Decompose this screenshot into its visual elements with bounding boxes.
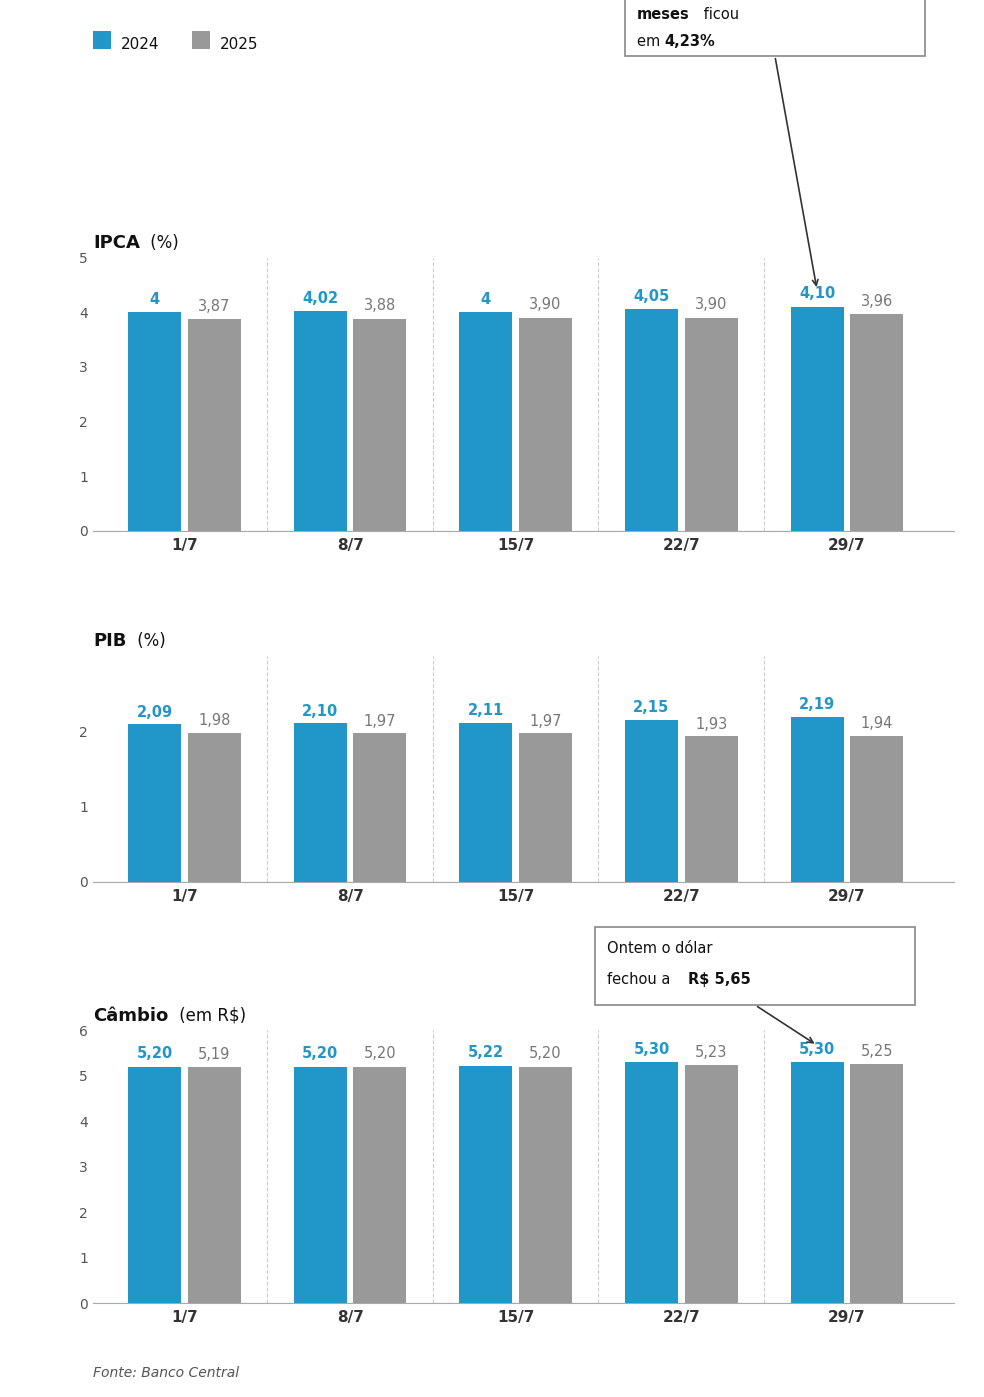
Text: 5,30: 5,30 [799, 1042, 835, 1056]
Text: Câmbio: Câmbio [93, 1007, 168, 1024]
Text: (em R$): (em R$) [173, 1007, 246, 1024]
Text: em: em [637, 34, 664, 49]
Text: ficou: ficou [699, 7, 739, 22]
Bar [850, 1065, 903, 1303]
Text: 1,93: 1,93 [695, 717, 727, 732]
Text: 2024: 2024 [121, 36, 159, 52]
Bar [850, 736, 903, 882]
Bar [625, 719, 678, 882]
Text: 1,98: 1,98 [198, 712, 230, 728]
Text: 1,97: 1,97 [529, 714, 562, 729]
Text: 5,20: 5,20 [137, 1046, 173, 1062]
Text: 5,30: 5,30 [634, 1042, 669, 1056]
Text: 4,10: 4,10 [799, 286, 835, 302]
Text: 3,87: 3,87 [198, 299, 230, 314]
Text: 5,20: 5,20 [529, 1046, 562, 1062]
Text: 5,20: 5,20 [302, 1046, 338, 1062]
Bar [685, 317, 738, 531]
Text: Ontem o dólar: Ontem o dólar [607, 940, 712, 956]
Text: (%): (%) [132, 631, 165, 650]
Bar [790, 1062, 843, 1303]
Bar [625, 1062, 678, 1303]
Text: 2,10: 2,10 [302, 704, 338, 719]
Text: 5,25: 5,25 [860, 1044, 892, 1059]
Text: 5,19: 5,19 [198, 1046, 230, 1062]
Bar [460, 312, 513, 531]
Bar [353, 319, 406, 531]
Text: Fonte: Banco Central: Fonte: Banco Central [93, 1365, 240, 1380]
Text: meses: meses [637, 7, 690, 22]
Bar [128, 724, 181, 882]
Bar [460, 1066, 513, 1303]
Bar [294, 1067, 346, 1303]
Bar [294, 312, 346, 531]
Text: 2,19: 2,19 [799, 697, 835, 712]
Bar [294, 724, 346, 882]
Bar [685, 736, 738, 882]
Text: 2,15: 2,15 [634, 700, 669, 715]
Bar [188, 320, 241, 531]
Text: PIB: PIB [93, 631, 127, 650]
Bar [519, 733, 572, 882]
Text: 4,05: 4,05 [634, 289, 669, 305]
Text: 3,90: 3,90 [695, 298, 727, 312]
Bar [850, 314, 903, 531]
Bar [790, 307, 843, 531]
Text: 4,23%: 4,23% [664, 34, 715, 49]
Text: 5,20: 5,20 [364, 1046, 397, 1062]
Bar [188, 732, 241, 882]
Text: 4,02: 4,02 [302, 291, 338, 306]
Text: 3,96: 3,96 [861, 293, 892, 309]
Bar [519, 317, 572, 531]
Text: 1,97: 1,97 [364, 714, 397, 729]
Text: 3,90: 3,90 [529, 298, 562, 312]
Text: 2,09: 2,09 [137, 704, 173, 719]
Bar [685, 1066, 738, 1303]
Text: 5,23: 5,23 [695, 1045, 727, 1060]
Bar [519, 1067, 572, 1303]
Bar [625, 310, 678, 531]
Text: IPCA: IPCA [93, 233, 141, 251]
Bar [188, 1067, 241, 1303]
Text: fechou a: fechou a [607, 971, 675, 986]
Text: 4: 4 [481, 292, 491, 307]
Text: 1,94: 1,94 [860, 717, 892, 731]
Text: 5,22: 5,22 [467, 1045, 504, 1060]
Text: 3,88: 3,88 [364, 299, 396, 313]
Text: 2025: 2025 [219, 36, 258, 52]
Bar [790, 717, 843, 882]
Bar [353, 1067, 406, 1303]
Bar [128, 1067, 181, 1303]
Bar [353, 733, 406, 882]
Text: 2,11: 2,11 [467, 703, 504, 718]
Bar [460, 722, 513, 882]
Text: 4: 4 [150, 292, 159, 307]
Bar [128, 312, 181, 531]
Text: R$ 5,65: R$ 5,65 [688, 971, 751, 986]
Text: (%): (%) [146, 233, 179, 251]
